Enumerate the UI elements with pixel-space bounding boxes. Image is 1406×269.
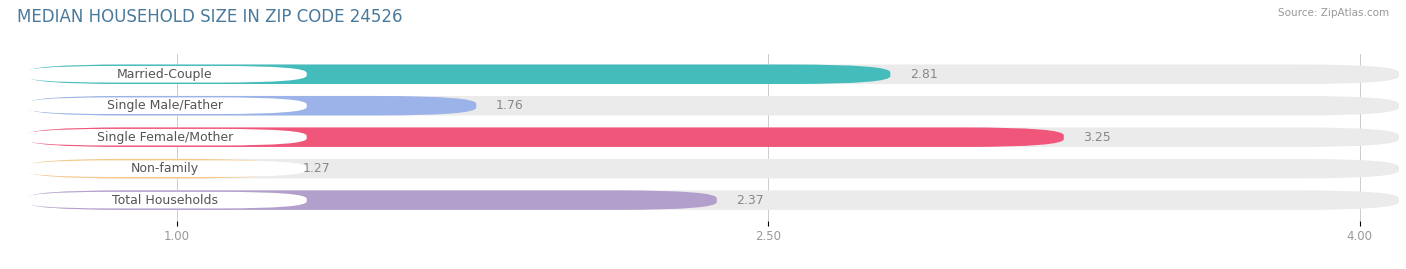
- Text: Single Male/Father: Single Male/Father: [107, 99, 222, 112]
- Text: MEDIAN HOUSEHOLD SIZE IN ZIP CODE 24526: MEDIAN HOUSEHOLD SIZE IN ZIP CODE 24526: [17, 8, 402, 26]
- FancyBboxPatch shape: [22, 160, 307, 177]
- FancyBboxPatch shape: [27, 128, 1064, 147]
- Text: 2.37: 2.37: [737, 194, 765, 207]
- FancyBboxPatch shape: [27, 159, 283, 178]
- FancyBboxPatch shape: [27, 190, 1399, 210]
- Text: 1.76: 1.76: [496, 99, 523, 112]
- Text: Married-Couple: Married-Couple: [117, 68, 212, 81]
- FancyBboxPatch shape: [27, 128, 1399, 147]
- FancyBboxPatch shape: [27, 190, 717, 210]
- Text: Non-family: Non-family: [131, 162, 198, 175]
- FancyBboxPatch shape: [27, 96, 1399, 115]
- FancyBboxPatch shape: [22, 192, 307, 208]
- FancyBboxPatch shape: [27, 96, 477, 115]
- FancyBboxPatch shape: [22, 97, 307, 114]
- Text: Total Households: Total Households: [111, 194, 218, 207]
- Text: 3.25: 3.25: [1084, 131, 1111, 144]
- Text: Source: ZipAtlas.com: Source: ZipAtlas.com: [1278, 8, 1389, 18]
- FancyBboxPatch shape: [27, 159, 1399, 178]
- Text: 1.27: 1.27: [302, 162, 330, 175]
- Text: 2.81: 2.81: [910, 68, 938, 81]
- FancyBboxPatch shape: [27, 65, 1399, 84]
- Text: Single Female/Mother: Single Female/Mother: [97, 131, 233, 144]
- FancyBboxPatch shape: [27, 65, 890, 84]
- FancyBboxPatch shape: [22, 129, 307, 146]
- FancyBboxPatch shape: [22, 66, 307, 83]
